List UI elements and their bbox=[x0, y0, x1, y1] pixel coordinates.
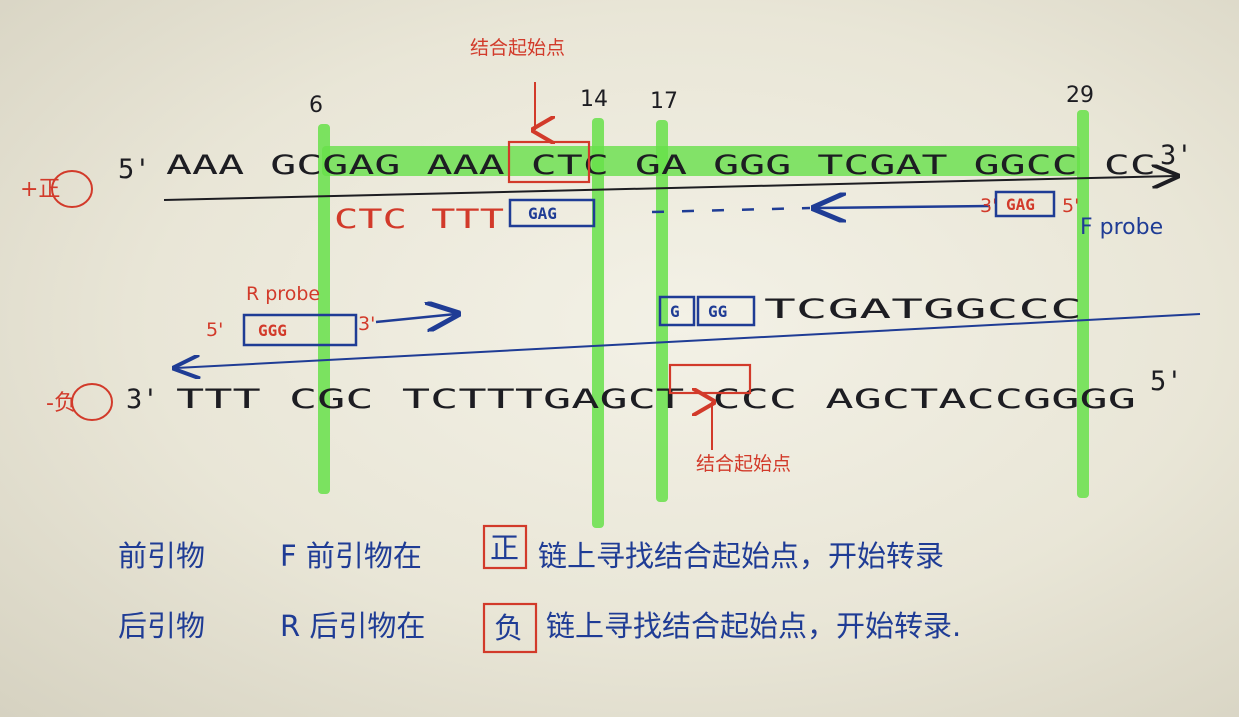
plus-strand-3-end: 3' bbox=[1160, 140, 1193, 171]
note-2-boxed: 负 bbox=[494, 611, 523, 645]
position-29: 29 bbox=[1066, 83, 1094, 108]
f-probe-arrow bbox=[816, 206, 991, 208]
note-1-title: 前引物 bbox=[118, 539, 205, 573]
plus-strand-line bbox=[163, 176, 1176, 201]
start-site-label-top: 结合起始点 bbox=[470, 37, 565, 59]
r-upper-box-2 bbox=[696, 295, 756, 327]
note-2-text-a: R 后引物在 bbox=[280, 609, 425, 643]
r-probe-label: R probe bbox=[246, 283, 320, 305]
note-1-text-a: F 前引物在 bbox=[280, 539, 422, 573]
f-probe-label: F probe bbox=[1080, 215, 1163, 240]
minus-strand-line bbox=[176, 313, 1201, 368]
note-2-title: 后引物 bbox=[118, 609, 205, 643]
position-14: 14 bbox=[580, 87, 608, 112]
f-probe-3-end: 3' bbox=[980, 195, 997, 217]
minus-strand-label: -负 bbox=[46, 391, 76, 416]
r-probe-box bbox=[242, 313, 358, 347]
f-primer-sequence: CTC TTT bbox=[334, 204, 504, 235]
r-probe-box-label: GGG bbox=[258, 321, 287, 340]
position-17: 17 bbox=[650, 89, 678, 114]
plus-strand-highlight bbox=[322, 146, 1080, 176]
plus-strand-sequence: AAA GCGAG AAA CTC GA GGG TCGAT GGCC CC bbox=[166, 150, 1156, 181]
r-probe-5-end: 5' bbox=[206, 319, 223, 341]
f-primer-box bbox=[508, 198, 596, 228]
guide-line-29 bbox=[1077, 110, 1089, 498]
note-2-box bbox=[482, 602, 538, 654]
f-probe-dashed-line bbox=[651, 206, 811, 214]
minus-strand-label-circle bbox=[71, 383, 113, 421]
note-1-boxed: 正 bbox=[490, 531, 519, 565]
plus-start-codon-box bbox=[507, 140, 591, 184]
plus-strand-5-end: 5' bbox=[118, 154, 151, 185]
note-1-text-b: 链上寻找结合起始点，开始转录 bbox=[538, 539, 944, 573]
r-upper-sequence: TCGATGGCCC bbox=[764, 294, 1082, 325]
start-site-label-bottom: 结合起始点 bbox=[696, 453, 791, 475]
f-probe-5-end: 5' bbox=[1062, 195, 1079, 217]
f-probe-box bbox=[994, 190, 1056, 218]
plus-strand-label-circle bbox=[51, 170, 93, 208]
f-primer-box-label: GAG bbox=[528, 204, 557, 223]
r-upper-box-1-label: G bbox=[670, 302, 680, 321]
guide-line-6 bbox=[318, 124, 330, 494]
note-1-box bbox=[482, 524, 528, 570]
note-2-text-b: 链上寻找结合起始点，开始转录. bbox=[546, 609, 961, 643]
minus-strand-5-end: 5' bbox=[1150, 366, 1183, 397]
r-upper-box-2-label: GG bbox=[708, 302, 727, 321]
r-probe-3-end: 3' bbox=[358, 313, 375, 335]
position-6: 6 bbox=[309, 93, 323, 118]
r-upper-box-1 bbox=[658, 295, 696, 327]
r-probe-arrow bbox=[375, 314, 456, 322]
minus-strand-3-end: 3' bbox=[126, 384, 159, 415]
f-probe-box-label: GAG bbox=[1006, 195, 1035, 214]
minus-strand-sequence: TTT CGC TCTTTGAGCT CCC AGCTACCGGGG bbox=[176, 384, 1136, 415]
guide-line-17 bbox=[656, 120, 668, 502]
